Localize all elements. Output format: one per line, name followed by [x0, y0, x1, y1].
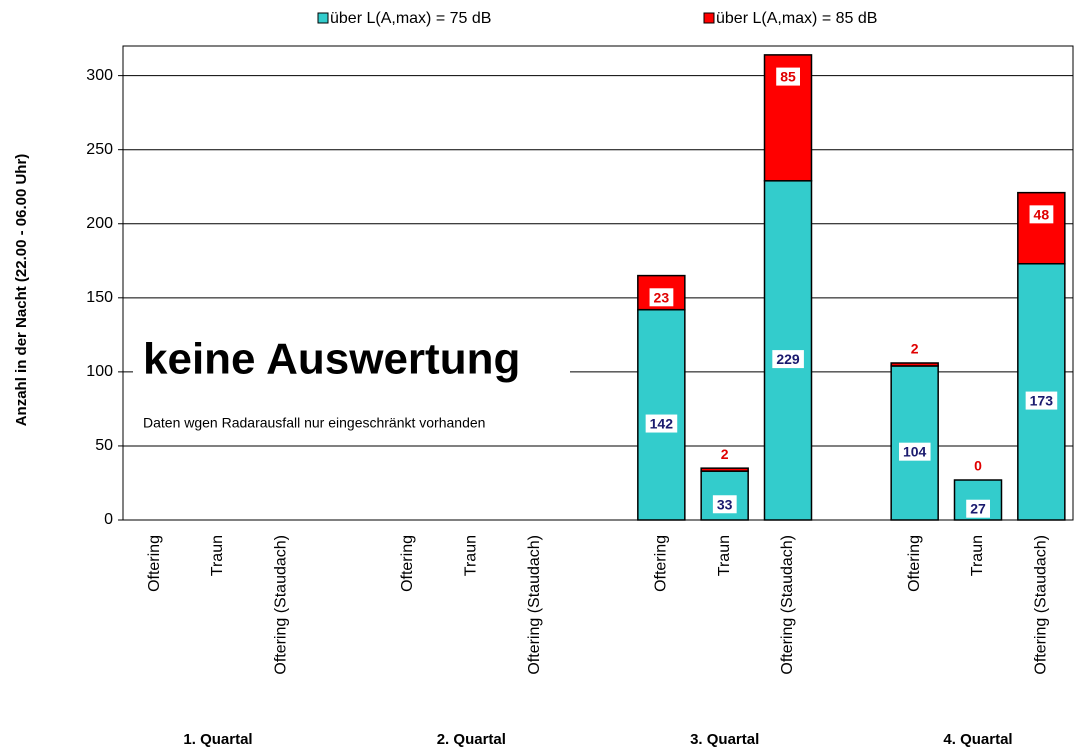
- y-tick-label: 250: [86, 141, 113, 158]
- data-label: 142: [650, 416, 674, 432]
- y-tick-label: 0: [104, 511, 113, 528]
- bar-segment: [1017, 191, 1066, 265]
- group-label: 1. Quartal: [183, 731, 252, 748]
- data-label-box: [649, 288, 674, 307]
- x-tick-label: Traun: [969, 535, 986, 576]
- data-label: 85: [780, 69, 796, 85]
- x-tick-label: Traun: [716, 535, 733, 576]
- data-label-box: [898, 442, 931, 461]
- annotation-box: [133, 330, 570, 442]
- data-label: 48: [1034, 206, 1050, 222]
- y-tick-label: 150: [86, 289, 113, 306]
- data-label: 2: [721, 446, 729, 462]
- data-label-box: [1025, 391, 1058, 410]
- y-tick-label: 100: [86, 363, 113, 380]
- data-label: 229: [776, 351, 800, 367]
- legend-swatch: [703, 12, 715, 24]
- data-label: 23: [654, 289, 670, 305]
- bar-segment: [890, 362, 939, 367]
- data-label-box: [966, 499, 990, 518]
- legend-label: über L(A,max) = 75 dB: [330, 10, 491, 27]
- data-label-box: [645, 414, 678, 433]
- x-tick-label: Oftering: [906, 535, 923, 592]
- annotation-title: keine Auswertung: [143, 335, 520, 384]
- data-label-box: [776, 67, 800, 86]
- data-label-box: [1029, 205, 1054, 224]
- bar-segment: [700, 467, 749, 472]
- group-label: 3. Quartal: [690, 731, 759, 748]
- legend-swatch: [317, 12, 329, 24]
- data-label: 27: [970, 501, 986, 517]
- data-label: 104: [903, 444, 927, 460]
- legend-label: über L(A,max) = 85 dB: [716, 10, 877, 27]
- x-tick-label: Oftering: [146, 535, 163, 592]
- data-label: 0: [974, 458, 982, 474]
- y-tick-label: 200: [86, 215, 113, 232]
- data-label: 173: [1030, 393, 1054, 409]
- x-tick-label: Oftering (Staudach): [779, 535, 796, 675]
- group-label: 2. Quartal: [437, 731, 506, 748]
- x-tick-label: Traun: [463, 535, 480, 576]
- data-label: 2: [911, 341, 919, 357]
- x-tick-label: Oftering (Staudach): [1033, 535, 1050, 675]
- group-label: 4. Quartal: [943, 731, 1012, 748]
- x-tick-label: Oftering: [653, 535, 670, 592]
- x-tick-label: Oftering (Staudach): [273, 535, 290, 675]
- annotation-text: Daten wgen Radarausfall nur eingeschränk…: [143, 415, 485, 431]
- x-tick-label: Oftering (Staudach): [526, 535, 543, 675]
- data-label-box: [712, 495, 737, 514]
- x-tick-label: Traun: [209, 535, 226, 576]
- y-tick-label: 50: [95, 437, 113, 454]
- y-axis-label: Anzahl in der Nacht (22.00 - 06.00 Uhr): [13, 154, 30, 427]
- y-tick-label: 300: [86, 67, 113, 84]
- x-tick-label: Oftering: [399, 535, 416, 592]
- data-label-box: [772, 350, 804, 369]
- data-label: 33: [717, 496, 733, 512]
